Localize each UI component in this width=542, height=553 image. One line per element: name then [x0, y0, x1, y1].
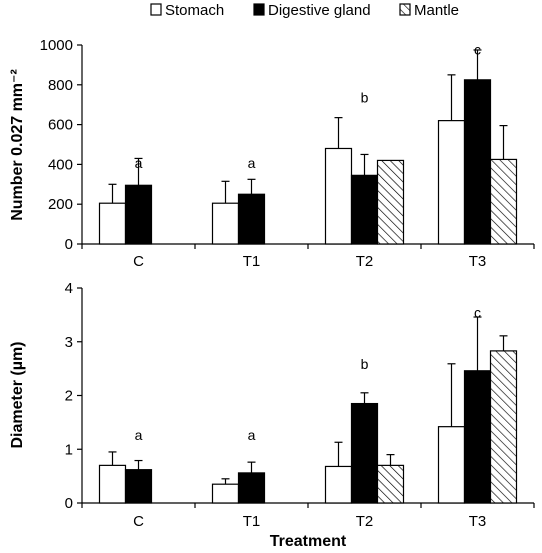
bar-digestive-gland-t3: [463, 370, 492, 504]
bar-mantle-t3: [489, 158, 518, 245]
bar-mantle-t3: [489, 350, 518, 504]
bar-mantle-t2: [376, 464, 405, 504]
significance-label-c: a: [135, 427, 143, 443]
significance-label-t1: a: [248, 427, 256, 443]
y-tick-label: 4: [65, 280, 73, 297]
significance-label-t1: a: [248, 155, 256, 171]
legend: Stomach Digestive gland Mantle: [150, 2, 459, 19]
bar-digestive-gland-c: [124, 469, 153, 504]
y-tick-label: 600: [48, 117, 73, 134]
legend-label-digestive-gland: Digestive gland: [268, 2, 371, 19]
bar-stomach-t2: [324, 465, 353, 504]
legend-item-mantle: Mantle: [399, 2, 459, 19]
bar-digestive-gland-t1: [237, 193, 266, 245]
legend-item-digestive-gland: Digestive gland: [253, 2, 371, 19]
significance-label-t2: b: [361, 89, 369, 105]
bar-stomach-c: [98, 464, 127, 504]
bar-stomach-t1: [211, 202, 240, 245]
bar-stomach-t3: [437, 426, 466, 504]
bar-digestive-gland-t2: [350, 402, 379, 504]
significance-label-t2: b: [361, 356, 369, 372]
y-tick-label: 3: [65, 334, 73, 351]
x-axis-label-treatment: Treatment: [270, 533, 347, 550]
bar-stomach-t1: [211, 483, 240, 504]
significance-label-t3: c: [474, 304, 481, 320]
significance-label-c: a: [135, 155, 143, 171]
bar-digestive-gland-c: [124, 184, 153, 245]
y-tick-label: 800: [48, 77, 73, 94]
chart-diameter: Diameter (µm) Treatment 0 1 2 3 4 Ca T1 a T2 b T3 c: [9, 280, 535, 550]
y-tick-label: 0: [65, 495, 73, 512]
legend-swatch-mantle: [399, 3, 411, 16]
x-tick-label-t3: T3: [469, 513, 487, 530]
x-tick-label-t2: T2: [356, 513, 374, 530]
x-tick-label-t3: T3: [469, 253, 487, 270]
bar-digestive-gland-t3: [463, 79, 492, 245]
y-tick-label: 0: [65, 236, 73, 253]
x-tick-label-c: C: [133, 513, 144, 530]
x-tick-label-t2: T2: [356, 253, 374, 270]
legend-item-stomach: Stomach: [150, 2, 224, 19]
x-tick-label-c: C: [133, 253, 144, 270]
y-tick-label: 1: [65, 441, 73, 458]
bar-mantle-t2: [376, 159, 405, 245]
chart-number: Number 0.027 mm⁻² 0 200 400 600 800 1000 Ca T1 a…: [9, 37, 535, 270]
y-tick-label: 2: [65, 388, 73, 405]
bar-stomach-t3: [437, 120, 466, 245]
y-tick-label: 400: [48, 156, 73, 173]
bar-digestive-gland-t2: [350, 174, 379, 245]
y-tick-label: 1000: [40, 37, 73, 54]
bar-stomach-t2: [324, 147, 353, 245]
x-tick-label-t1: T1: [243, 253, 261, 270]
y-axis-label-number: Number 0.027 mm⁻²: [9, 69, 26, 221]
legend-swatch-digestive-gland: [253, 3, 265, 16]
legend-label-stomach: Stomach: [165, 2, 224, 19]
bar-digestive-gland-t1: [237, 472, 266, 504]
significance-label-t3: c: [474, 42, 481, 58]
legend-swatch-stomach: [150, 3, 162, 16]
x-tick-label-t1: T1: [243, 513, 261, 530]
legend-label-mantle: Mantle: [414, 2, 459, 19]
bar-stomach-c: [98, 202, 127, 245]
y-axis-label-diameter: Diameter (µm): [9, 341, 26, 448]
y-tick-label: 200: [48, 196, 73, 213]
